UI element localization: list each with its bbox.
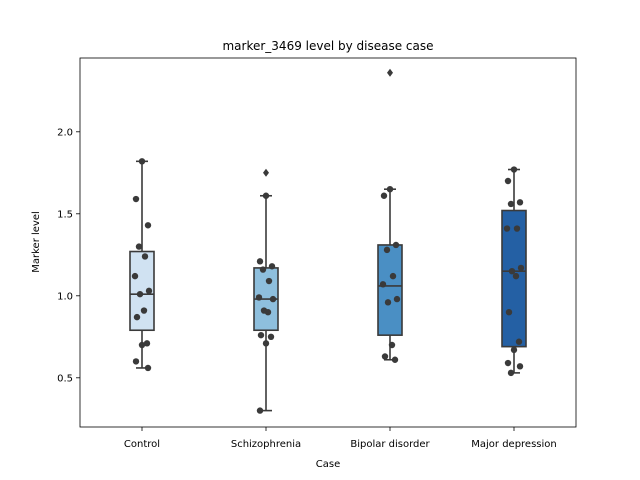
data-point (386, 186, 394, 193)
data-point (262, 340, 270, 347)
data-point (393, 295, 401, 303)
chart-title: marker_3469 level by disease case (222, 39, 433, 53)
data-point (504, 359, 512, 367)
data-point (510, 166, 518, 173)
data-point (379, 281, 387, 288)
data-point (517, 264, 525, 272)
data-point (507, 200, 515, 208)
y-axis-label: Marker level (31, 211, 42, 273)
data-point (383, 246, 391, 254)
data-point (265, 277, 273, 285)
data-point (144, 222, 152, 229)
data-point (259, 266, 267, 273)
data-point (516, 363, 524, 370)
data-point (512, 272, 520, 280)
data-point (508, 268, 516, 275)
data-point (141, 253, 149, 260)
data-point (507, 369, 515, 377)
data-point (380, 192, 388, 199)
y-tick-label: 1.0 (57, 291, 73, 302)
data-point (381, 353, 389, 360)
data-point (133, 313, 141, 321)
outlier-marker (263, 168, 269, 177)
data-point (131, 272, 139, 280)
data-point (267, 333, 275, 340)
data-point (513, 225, 521, 232)
data-point (269, 295, 277, 303)
x-tick-label: Control (124, 439, 160, 450)
data-point (510, 346, 518, 354)
data-point (132, 195, 140, 203)
data-point (145, 287, 153, 295)
data-point (256, 407, 264, 414)
data-point (256, 258, 264, 265)
x-axis-label: Case (316, 459, 340, 470)
y-tick-label: 2.0 (57, 127, 73, 138)
y-tick-label: 1.5 (57, 209, 73, 220)
y-tick-label: 0.5 (57, 373, 73, 384)
data-point (144, 364, 152, 372)
data-point (255, 294, 263, 301)
data-point (135, 243, 143, 250)
data-point (132, 358, 140, 365)
x-tick-label: Major depression (471, 439, 557, 450)
data-point (391, 356, 399, 363)
data-point (140, 307, 148, 314)
axes-frame (79, 57, 577, 428)
data-point (503, 225, 511, 232)
data-point (505, 309, 513, 316)
data-point (262, 192, 270, 199)
box-iqr (377, 244, 403, 336)
outlier-marker (387, 68, 393, 77)
x-tick-label: Bipolar disorder (350, 439, 430, 450)
data-point (136, 290, 144, 298)
data-point (143, 340, 151, 347)
data-point (257, 331, 265, 339)
data-point (384, 299, 392, 306)
plot-area: 0.5 1.0 1.5 2.0 Control Schizophrenia Bipolar … (57, 57, 577, 450)
data-point (138, 341, 146, 349)
data-point (268, 263, 276, 270)
data-point (516, 199, 524, 206)
data-point (388, 341, 396, 349)
data-point (264, 309, 272, 316)
data-point (389, 272, 397, 280)
data-point (392, 241, 400, 249)
data-point (504, 177, 512, 185)
data-point (515, 338, 523, 345)
data-point (138, 158, 146, 165)
x-tick-label: Schizophrenia (231, 439, 301, 450)
